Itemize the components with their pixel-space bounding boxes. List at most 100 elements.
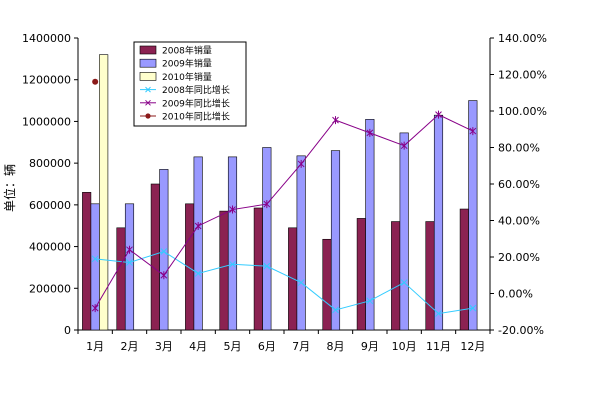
line-point-2008 <box>332 306 339 314</box>
right-axis-tick-label: 20.00% <box>498 251 540 264</box>
legend-label-bar-1: 2008年销量 <box>162 45 212 57</box>
bars-layer <box>82 54 478 331</box>
x-axis-category-label: 4月 <box>189 340 207 353</box>
legend-label-line-1: 2008年同比增长 <box>162 84 230 96</box>
x-axis-category-label: 10月 <box>392 340 417 353</box>
x-axis-category-label: 7月 <box>292 340 310 353</box>
bar-2-12 <box>468 100 478 331</box>
bar-1-11 <box>425 221 435 331</box>
line-point-2009 <box>160 271 168 280</box>
left-axis: 0 200000 400000 600000 800000 1000000 1200000 1… <box>22 32 78 337</box>
left-axis-tick-label: 1200000 <box>22 74 71 87</box>
line-point-2009 <box>435 110 442 119</box>
legend-swatch-bar-2 <box>139 58 157 68</box>
line-point-2008 <box>229 260 236 268</box>
left-axis-tick-label: 200000 <box>29 282 71 295</box>
line-point-2009 <box>366 128 374 137</box>
line-series-2 <box>94 114 474 309</box>
right-axis: -20.00% 0.00% 20.00% 40.00% 60.00% 80.00% 100.… <box>490 32 547 337</box>
line-series-1 <box>95 250 473 315</box>
x-axis-category-label: 3月 <box>155 340 173 353</box>
left-axis-tick-label: 1000000 <box>22 115 71 128</box>
bar-1-10 <box>391 221 401 331</box>
legend-label-bar-2: 2009年销量 <box>162 58 212 70</box>
right-axis-tick-label: 140.00% <box>498 32 547 45</box>
legend-marker-line-2 <box>145 99 151 106</box>
bar-2-10 <box>399 132 409 331</box>
x-axis-category-label: 2月 <box>121 340 139 353</box>
line-point-2009 <box>297 159 305 168</box>
left-axis-tick-label: 600000 <box>29 199 71 212</box>
line-point-2009 <box>469 127 477 136</box>
legend-swatch-bar-1 <box>139 45 157 55</box>
bar-1-3 <box>150 183 160 331</box>
bar-2-9 <box>365 119 375 331</box>
bar-2-11 <box>433 114 444 331</box>
left-axis-tick-label: 800000 <box>29 157 71 170</box>
x-axis-category-label: 11月 <box>426 340 451 353</box>
legend-label-line-2: 2009年同比增长 <box>162 97 230 109</box>
x-axis-category-label: 12月 <box>460 340 485 353</box>
line-point-2009 <box>126 245 133 254</box>
line-point-2009 <box>400 141 408 150</box>
bar-1-12 <box>459 208 469 331</box>
right-axis-tick-label: 120.00% <box>498 69 547 82</box>
x-axis-category-label: 8月 <box>327 340 345 353</box>
lines-layer <box>91 78 477 317</box>
line-point-2008 <box>194 270 202 277</box>
legend-label-bar-3: 2010年销量 <box>162 71 212 83</box>
bar-2-8 <box>330 150 341 331</box>
legend-label-line-3: 2010年同比增长 <box>162 111 230 123</box>
legend-marker-line-3 <box>145 113 151 119</box>
line-point-2009 <box>229 205 236 214</box>
bar-2-3 <box>159 169 169 331</box>
line-point-2008 <box>469 304 477 312</box>
bar-2-2 <box>124 203 135 331</box>
line-point-2008 <box>263 262 271 270</box>
line-point-2008 <box>91 255 99 263</box>
line-point-2009 <box>263 200 271 209</box>
x-axis-category-label: 6月 <box>258 340 276 353</box>
right-axis-tick-label: -20.00% <box>498 324 544 337</box>
line-point-2008 <box>126 259 133 266</box>
line-point-2009 <box>332 116 339 125</box>
left-axis-tick-label: 1400000 <box>22 32 71 45</box>
x-axis: 1月 2月 3月 4月 5月 6月 7月 8月 9月 10月 11月 12月 <box>77 330 491 353</box>
line-point-2009 <box>194 221 202 230</box>
x-axis-category-label: 1月 <box>86 340 104 353</box>
bar-2-7 <box>296 155 306 331</box>
bar-3-1 <box>99 54 109 331</box>
line-point-2008 <box>435 310 442 317</box>
line-point-2008 <box>160 248 168 255</box>
bar-2-6 <box>262 147 272 331</box>
line-point-2008 <box>366 297 374 305</box>
line-point-2008 <box>297 279 305 286</box>
legend-swatch-bar-3 <box>139 72 157 81</box>
bar-1-2 <box>116 227 126 331</box>
bar-2-4 <box>193 156 203 331</box>
left-axis-tick-label: 400000 <box>29 241 71 254</box>
bar-1-6 <box>253 207 263 331</box>
bar-1-9 <box>356 218 366 331</box>
x-axis-category-label: 9月 <box>361 340 379 353</box>
line-point-2009 <box>91 304 99 313</box>
bar-1-1 <box>82 192 92 331</box>
legend-box <box>133 41 247 127</box>
right-axis-tick-label: 40.00% <box>498 215 540 228</box>
x-axis-category-label: 5月 <box>224 340 242 353</box>
line-point-2010 <box>92 78 99 85</box>
bar-1-8 <box>322 238 332 331</box>
bar-1-4 <box>185 203 195 331</box>
line-point-2008 <box>400 279 408 286</box>
right-axis-tick-label: 80.00% <box>498 142 540 155</box>
right-axis-tick-label: 60.00% <box>498 178 540 191</box>
right-axis-tick-label: 0.00% <box>498 288 533 301</box>
y-axis-title: 单位：辆 <box>2 164 17 212</box>
legend-marker-line-1 <box>145 86 151 93</box>
bar-2-5 <box>227 156 238 331</box>
right-axis-tick-label: 100.00% <box>498 105 547 118</box>
left-axis-tick-label: 0 <box>64 324 71 337</box>
